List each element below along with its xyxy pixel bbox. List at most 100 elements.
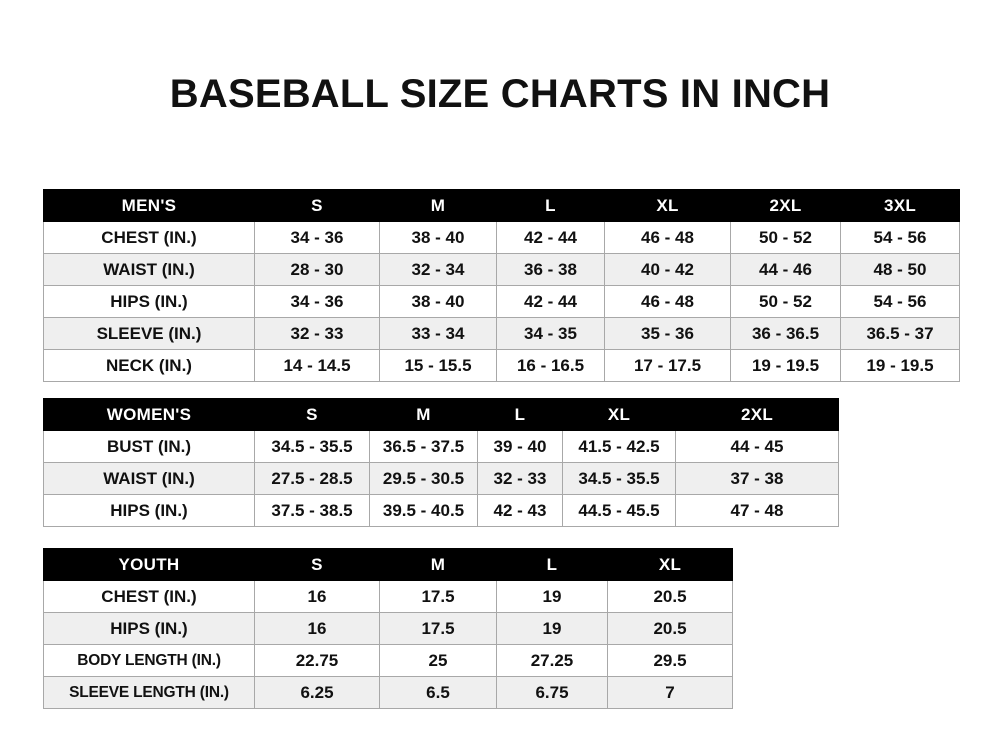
page-title: BASEBALL SIZE CHARTS IN INCH (169, 72, 831, 116)
cell-value: 40 - 42 (604, 253, 731, 286)
table-row: WAIST (IN.) 27.5 - 28.5 29.5 - 30.5 32 -… (43, 462, 839, 495)
row-label: HIPS (IN.) (43, 285, 255, 318)
cell-value: 15 - 15.5 (379, 349, 497, 382)
table-row: SLEEVE (IN.) 32 - 33 33 - 34 34 - 35 35 … (43, 317, 960, 350)
cell-value: 41.5 - 42.5 (562, 430, 676, 463)
cell-value: 37.5 - 38.5 (254, 494, 370, 527)
mens-header-xl: XL (604, 189, 731, 222)
cell-value: 17.5 (379, 612, 497, 645)
cell-value: 36.5 - 37 (840, 317, 960, 350)
table-row: HIPS (IN.) 37.5 - 38.5 39.5 - 40.5 42 - … (43, 494, 839, 527)
cell-value: 54 - 56 (840, 285, 960, 318)
mens-header-m: M (379, 189, 497, 222)
cell-value: 50 - 52 (730, 221, 841, 254)
table-row: BUST (IN.) 34.5 - 35.5 36.5 - 37.5 39 - … (43, 430, 839, 463)
cell-value: 16 (254, 612, 380, 645)
mens-header-s: S (254, 189, 380, 222)
cell-value: 36.5 - 37.5 (369, 430, 478, 463)
cell-value: 17.5 (379, 580, 497, 613)
cell-value: 19 (496, 612, 608, 645)
cell-value: 42 - 44 (496, 221, 605, 254)
youth-header-l: L (496, 548, 608, 581)
cell-value: 19 - 19.5 (730, 349, 841, 382)
cell-value: 29.5 - 30.5 (369, 462, 478, 495)
cell-value: 39 - 40 (477, 430, 563, 463)
table-row: NECK (IN.) 14 - 14.5 15 - 15.5 16 - 16.5… (43, 349, 960, 382)
cell-value: 16 (254, 580, 380, 613)
cell-value: 42 - 44 (496, 285, 605, 318)
mens-header-category: MEN'S (43, 189, 255, 222)
cell-value: 54 - 56 (840, 221, 960, 254)
cell-value: 17 - 17.5 (604, 349, 731, 382)
cell-value: 7 (607, 676, 733, 709)
table-row: HIPS (IN.) 34 - 36 38 - 40 42 - 44 46 - … (43, 285, 960, 318)
cell-value: 37 - 38 (675, 462, 839, 495)
womens-size-table: WOMEN'S S M L XL 2XL BUST (IN.) 34.5 - 3… (43, 398, 839, 527)
cell-value: 32 - 33 (477, 462, 563, 495)
cell-value: 46 - 48 (604, 221, 731, 254)
womens-table-head: WOMEN'S S M L XL 2XL (43, 398, 839, 431)
mens-table-body: CHEST (IN.) 34 - 36 38 - 40 42 - 44 46 -… (43, 221, 960, 382)
cell-value: 29.5 (607, 644, 733, 677)
row-label: HIPS (IN.) (43, 612, 255, 645)
cell-value: 19 - 19.5 (840, 349, 960, 382)
cell-value: 42 - 43 (477, 494, 563, 527)
table-row: SLEEVE LENGTH (IN.) 6.25 6.5 6.75 7 (43, 676, 733, 709)
youth-table-head: YOUTH S M L XL (43, 548, 733, 581)
cell-value: 6.75 (496, 676, 608, 709)
mens-header-3xl: 3XL (840, 189, 960, 222)
womens-header-xl: XL (562, 398, 676, 431)
womens-header-m: M (369, 398, 478, 431)
cell-value: 32 - 34 (379, 253, 497, 286)
womens-table-body: BUST (IN.) 34.5 - 35.5 36.5 - 37.5 39 - … (43, 430, 839, 527)
table-row: HIPS (IN.) 16 17.5 19 20.5 (43, 612, 733, 645)
cell-value: 6.5 (379, 676, 497, 709)
cell-value: 46 - 48 (604, 285, 731, 318)
mens-header-2xl: 2XL (730, 189, 841, 222)
row-label: CHEST (IN.) (43, 580, 255, 613)
cell-value: 27.5 - 28.5 (254, 462, 370, 495)
cell-value: 27.25 (496, 644, 608, 677)
cell-value: 6.25 (254, 676, 380, 709)
cell-value: 19 (496, 580, 608, 613)
mens-header-l: L (496, 189, 605, 222)
cell-value: 44.5 - 45.5 (562, 494, 676, 527)
cell-value: 28 - 30 (254, 253, 380, 286)
youth-header-xl: XL (607, 548, 733, 581)
row-label: NECK (IN.) (43, 349, 255, 382)
row-label: WAIST (IN.) (43, 253, 255, 286)
cell-value: 34.5 - 35.5 (254, 430, 370, 463)
row-label: HIPS (IN.) (43, 494, 255, 527)
cell-value: 38 - 40 (379, 221, 497, 254)
youth-header-s: S (254, 548, 380, 581)
table-row: BODY LENGTH (IN.) 22.75 25 27.25 29.5 (43, 644, 733, 677)
row-label: WAIST (IN.) (43, 462, 255, 495)
row-label: BODY LENGTH (IN.) (43, 644, 255, 677)
cell-value: 14 - 14.5 (254, 349, 380, 382)
cell-value: 48 - 50 (840, 253, 960, 286)
womens-header-s: S (254, 398, 370, 431)
cell-value: 25 (379, 644, 497, 677)
row-label: SLEEVE (IN.) (43, 317, 255, 350)
youth-header-row: YOUTH S M L XL (43, 548, 733, 581)
youth-header-m: M (379, 548, 497, 581)
youth-table-body: CHEST (IN.) 16 17.5 19 20.5 HIPS (IN.) 1… (43, 580, 733, 709)
cell-value: 44 - 45 (675, 430, 839, 463)
cell-value: 34.5 - 35.5 (562, 462, 676, 495)
youth-size-table: YOUTH S M L XL CHEST (IN.) 16 17.5 19 20… (43, 548, 733, 709)
cell-value: 35 - 36 (604, 317, 731, 350)
cell-value: 47 - 48 (675, 494, 839, 527)
mens-table-head: MEN'S S M L XL 2XL 3XL (43, 189, 960, 222)
table-row: CHEST (IN.) 16 17.5 19 20.5 (43, 580, 733, 613)
cell-value: 39.5 - 40.5 (369, 494, 478, 527)
cell-value: 38 - 40 (379, 285, 497, 318)
cell-value: 22.75 (254, 644, 380, 677)
row-label: BUST (IN.) (43, 430, 255, 463)
cell-value: 50 - 52 (730, 285, 841, 318)
womens-header-row: WOMEN'S S M L XL 2XL (43, 398, 839, 431)
table-row: CHEST (IN.) 34 - 36 38 - 40 42 - 44 46 -… (43, 221, 960, 254)
row-label: CHEST (IN.) (43, 221, 255, 254)
youth-header-category: YOUTH (43, 548, 255, 581)
cell-value: 34 - 36 (254, 221, 380, 254)
